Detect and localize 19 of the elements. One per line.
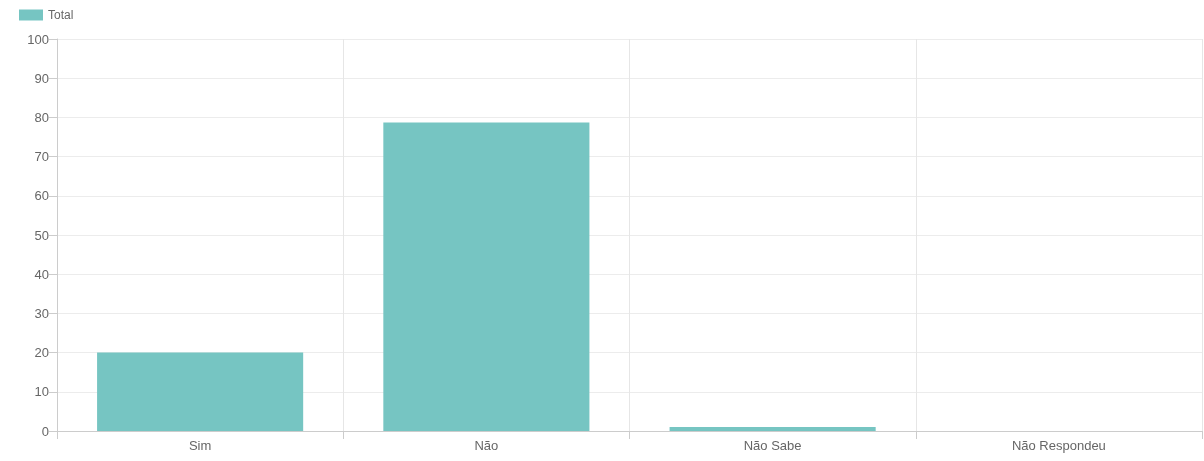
y-tick-label: 20 (34, 345, 49, 361)
y-tick-label: 0 (41, 423, 49, 439)
y-tick-label: 100 (27, 31, 49, 47)
x-tick-label: Sim (188, 438, 212, 453)
y-tick-label: 70 (34, 149, 49, 165)
y-tick-label: 50 (34, 227, 49, 243)
y-tick-label: 80 (34, 109, 49, 125)
y-tick-label: 30 (34, 305, 49, 321)
bar (669, 427, 876, 431)
bar (97, 352, 304, 431)
x-tick-label: Não Sabe (743, 438, 802, 453)
y-tick-label: 40 (34, 266, 49, 282)
y-tick-label: 10 (34, 384, 49, 400)
y-tick-label: 60 (34, 188, 49, 204)
x-tick-label: Não Respondeu (1011, 438, 1106, 453)
y-tick-label: 90 (34, 70, 49, 86)
legend-label: Total (48, 8, 74, 22)
x-tick-label: Não (474, 438, 499, 453)
bar (383, 122, 590, 431)
